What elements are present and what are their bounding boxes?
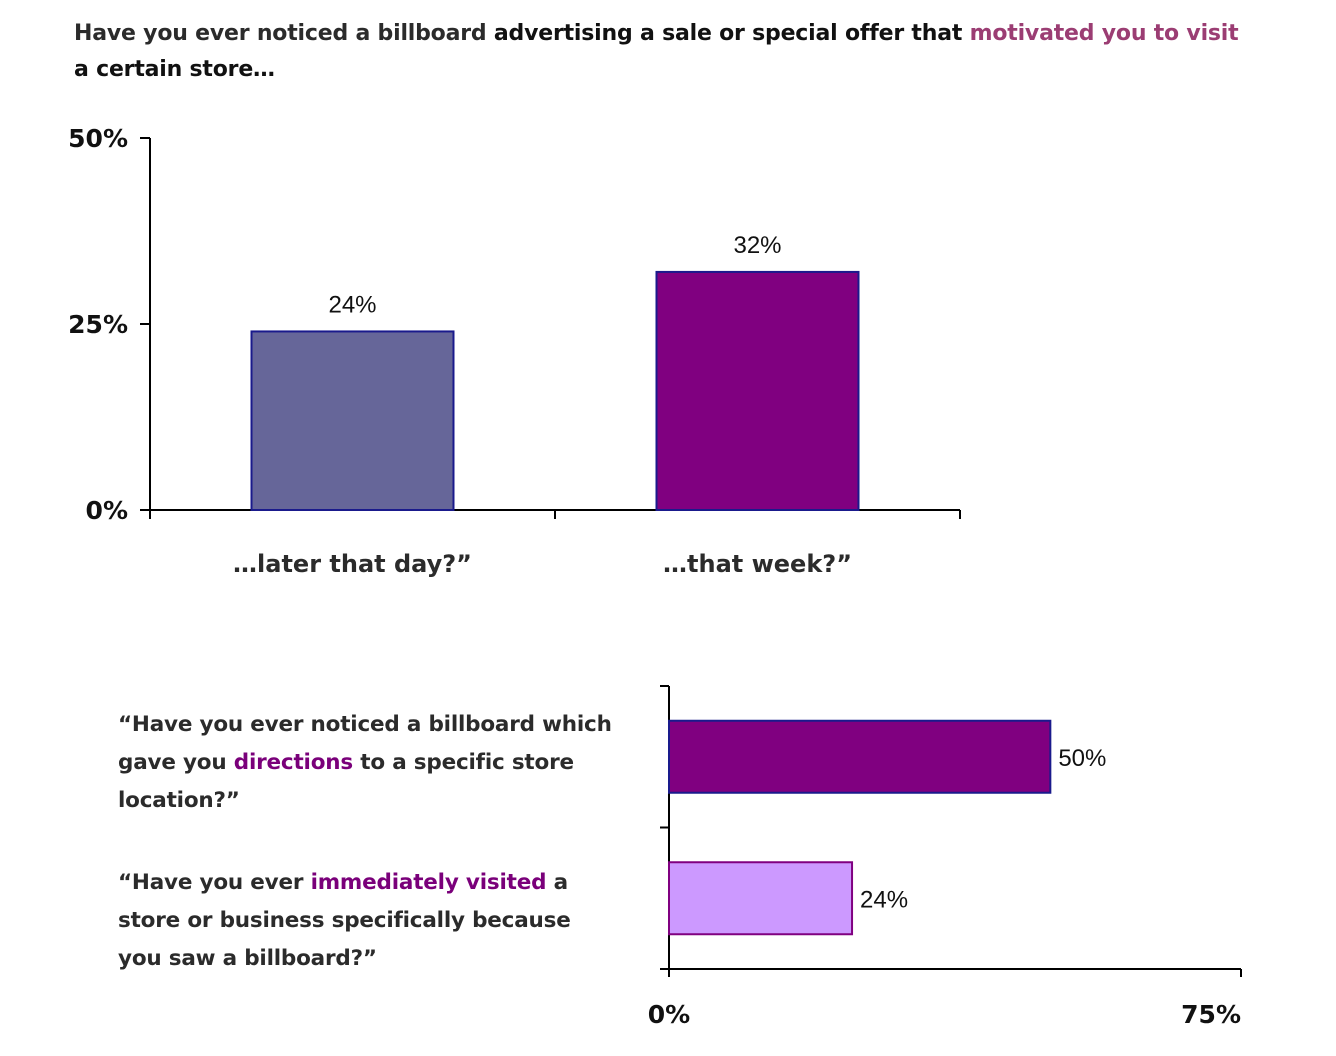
h-chart-x-tick-label: 0% [648, 1000, 690, 1029]
heading-part-2: advertising a sale or special offer that [493, 21, 970, 46]
question-1-highlight: directions [233, 750, 353, 775]
h-bar-value-label: 24% [860, 886, 908, 913]
question-1-text-end: to a specific store location?” [118, 750, 574, 813]
question-2-text-start: “Have you ever [118, 870, 311, 895]
question-2-text-end: a store or business specifically because… [118, 870, 571, 971]
question-immediately-visited: “Have you ever immediately visited a sto… [118, 864, 618, 978]
bar-value-label: 32% [733, 232, 781, 259]
heading-highlight: motivated you to visit [969, 21, 1239, 46]
h-bar-directions [668, 719, 1052, 794]
y-tick-label: 50% [68, 124, 128, 153]
x-category-label: …later that day?” [233, 550, 472, 578]
heading-part-1: Have you ever noticed a billboard [74, 21, 494, 46]
y-tick-label: 0% [86, 496, 128, 525]
h-bar-value-label: 50% [1058, 745, 1106, 772]
h-chart-x-tick-label: 75% [1181, 1000, 1241, 1029]
bar-value-label: 24% [328, 291, 376, 318]
x-category-label: …that week?” [663, 550, 852, 578]
bar-later-that-day [250, 330, 455, 511]
heading-part-4: a certain store… [74, 57, 275, 82]
y-tick-label: 25% [68, 310, 128, 339]
h-bar-immediately-visited [668, 861, 854, 936]
chart-heading: Have you ever noticed a billboard advert… [74, 16, 1254, 88]
bar-that-week [655, 270, 860, 512]
question-directions: “Have you ever noticed a billboard which… [118, 706, 618, 820]
question-2-highlight: immediately visited [310, 870, 547, 895]
question-1-text-start: “Have you ever noticed a billboard which… [118, 712, 612, 775]
